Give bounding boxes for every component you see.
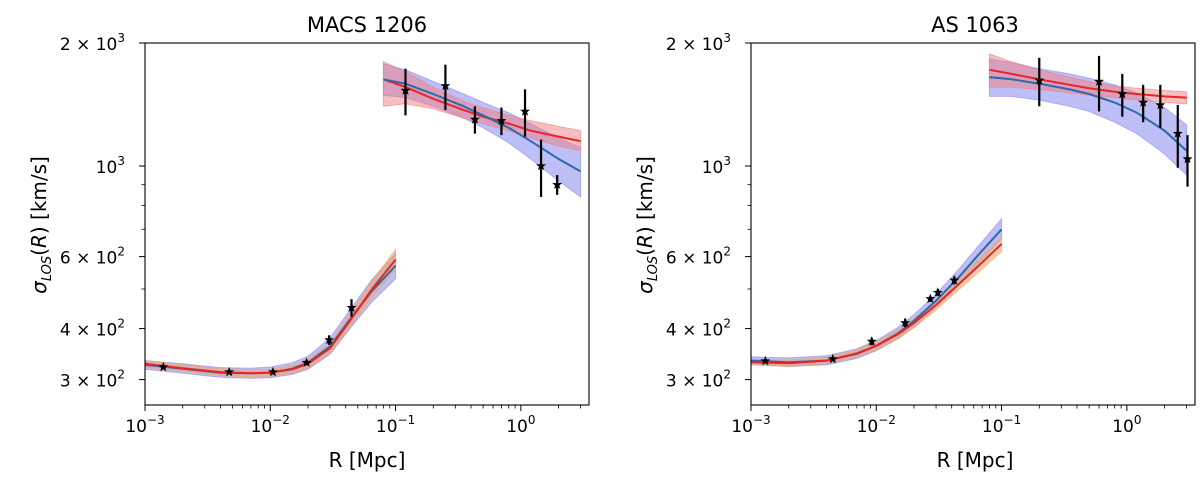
outer-blue-line xyxy=(383,78,582,173)
x-tick-label: 10−1 xyxy=(376,413,415,437)
data-point xyxy=(224,366,235,377)
outer-red-line xyxy=(383,78,581,143)
data-point xyxy=(1182,153,1193,164)
x-axis-label: R [Mpc] xyxy=(937,448,1014,472)
data-point xyxy=(552,179,563,189)
x-axis-label: R [Mpc] xyxy=(329,448,406,472)
chart-panel-as1063: AS 1063 R [Mpc] σLOS(R) [km/s] 10−3 10−2 1… xyxy=(633,13,1196,472)
data-point xyxy=(520,106,530,116)
data-point xyxy=(1117,88,1128,99)
y-tick-label: 3 × 102 xyxy=(60,368,125,392)
data-point xyxy=(470,114,480,124)
y-tick-label: 3 × 102 xyxy=(666,368,731,392)
data-point xyxy=(400,85,411,95)
y-tick-label: 2 × 103 xyxy=(666,31,731,55)
outer-red-line xyxy=(989,68,1187,99)
data-point xyxy=(900,317,911,328)
y-tick-label: 6 × 102 xyxy=(60,245,125,269)
data-point xyxy=(949,275,960,285)
plot-area xyxy=(145,60,582,379)
svg-text:σLOS(R) [km/s]: σLOS(R) [km/s] xyxy=(633,156,661,294)
inner-red-band xyxy=(145,247,397,378)
y-tick-label: 2 × 103 xyxy=(60,31,125,55)
data-point xyxy=(440,80,451,91)
x-tick-label: 100 xyxy=(1112,413,1141,437)
data-point xyxy=(268,366,278,377)
data-point xyxy=(760,355,771,366)
data-point xyxy=(925,293,936,303)
data-point xyxy=(496,115,507,125)
x-tick-label: 10−2 xyxy=(251,413,290,437)
axes-frame xyxy=(750,42,1196,406)
chart-title: MACS 1206 xyxy=(307,13,427,37)
data-point xyxy=(1138,97,1149,107)
axis-ticks: 10−3 10−2 10−1 100 3 × 102 4 × 102 6 × 102 103 2… xyxy=(60,31,582,437)
data-point xyxy=(932,287,943,297)
data-point xyxy=(866,336,877,346)
data-point xyxy=(324,334,335,345)
y-tick-label: 6 × 102 xyxy=(666,245,731,269)
data-point xyxy=(1094,76,1104,86)
x-tick-label: 10−3 xyxy=(125,413,164,437)
axis-ticks: 10−3 10−2 10−1 100 3 × 102 4 × 102 6 × 102 103 2… xyxy=(666,31,1188,437)
y-tick-label: 103 xyxy=(96,154,125,178)
chart-title: AS 1063 xyxy=(931,13,1019,37)
data-point xyxy=(536,160,546,171)
inner-red-line xyxy=(145,258,397,375)
outer-blue-line xyxy=(989,76,1188,152)
chart-panel-macs1206: MACS 1206 R [Mpc] σLOS(R) [km/s] 10−3 10−… xyxy=(27,13,590,472)
y-tick-label: 4 × 102 xyxy=(666,317,731,341)
outer-red-band xyxy=(382,60,582,152)
x-tick-label: 10−3 xyxy=(731,413,770,437)
data-point xyxy=(301,357,312,367)
y-tick-label: 4 × 102 xyxy=(60,317,125,341)
y-axis-label: σLOS(R) [km/s] xyxy=(633,156,661,294)
data-point xyxy=(158,361,169,372)
data-point xyxy=(1034,75,1045,85)
x-tick-label: 100 xyxy=(506,413,535,437)
y-axis-label: σLOS(R) [km/s] xyxy=(27,156,55,294)
data-point xyxy=(1155,99,1166,110)
svg-text:σLOS(R) [km/s]: σLOS(R) [km/s] xyxy=(27,156,55,294)
axes-frame xyxy=(144,42,590,406)
data-point xyxy=(827,353,838,364)
data-point xyxy=(346,302,357,312)
x-tick-label: 10−2 xyxy=(857,413,896,437)
plot-area xyxy=(751,53,1193,368)
inner-red-line xyxy=(751,243,1003,365)
data-point xyxy=(1172,128,1183,138)
inner-red-band xyxy=(751,235,1003,368)
x-tick-label: 10−1 xyxy=(982,413,1021,437)
y-tick-label: 103 xyxy=(702,154,731,178)
